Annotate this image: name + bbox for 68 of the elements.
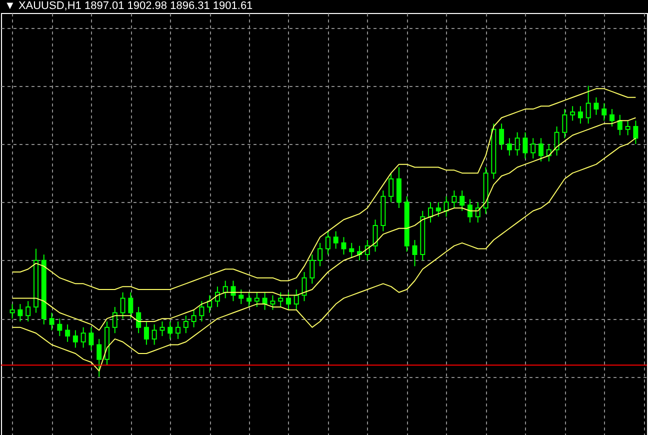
candlestick: [278, 292, 284, 308]
candlestick: [207, 294, 212, 314]
candlestick: [294, 288, 299, 310]
candlestick: [452, 190, 457, 208]
candlestick: [349, 242, 354, 258]
candlestick: [80, 326, 86, 348]
candlestick: [396, 166, 402, 208]
candlestick: [570, 106, 576, 122]
candlestick: [514, 132, 520, 156]
candlestick: [144, 320, 149, 346]
candlestick: [602, 102, 607, 122]
candlestick: [112, 306, 118, 334]
candlestick: [499, 123, 504, 150]
candlestick: [136, 306, 142, 334]
candlestick: [222, 280, 228, 299]
candlestick: [18, 304, 23, 322]
candlestick: [262, 292, 268, 310]
candlestick: [325, 230, 330, 256]
chart-title: ▼ XAUUSD,H1 1897.01 1902.98 1896.31 1901.61: [4, 0, 253, 12]
candlestick: [388, 172, 394, 203]
candlestick: [10, 304, 15, 320]
candlestick: [152, 324, 157, 346]
candlestick: [412, 240, 418, 267]
candlestick: [522, 132, 528, 160]
candlestick: [610, 108, 615, 128]
candlestick: [199, 300, 204, 322]
candlestick: [538, 138, 544, 162]
candlestick: [467, 198, 472, 224]
candlestick: [506, 138, 512, 156]
candlestick: [183, 315, 188, 334]
candlestick: [554, 126, 560, 156]
candlestick: [617, 114, 622, 136]
candlestick: [444, 196, 449, 218]
candlestick: [57, 318, 62, 337]
candlestick: [49, 312, 54, 331]
candlestick: [318, 242, 323, 267]
candlestick: [88, 326, 94, 352]
candlestick: [436, 202, 441, 218]
candlestick: [341, 236, 346, 256]
candlestick: [128, 292, 134, 320]
candlestick: [625, 120, 630, 136]
candlestick: [176, 320, 181, 340]
candlestick: [160, 320, 165, 337]
candlestick: [428, 202, 434, 224]
candlestick: [26, 300, 31, 322]
candlestick: [594, 96, 599, 116]
candlestick: [270, 294, 276, 310]
candlestick: [72, 330, 78, 348]
candlestick: [168, 320, 173, 340]
candlestick: [460, 190, 465, 212]
candlestick: [96, 338, 102, 378]
candlestick: [633, 120, 638, 144]
candlestick: [246, 292, 252, 308]
candlestick: [120, 292, 126, 320]
candlestick: [562, 108, 568, 139]
candlestick: [65, 324, 70, 342]
candlestick: [254, 292, 260, 308]
candlestick: [333, 230, 338, 250]
candlestick: [286, 292, 291, 310]
candlestick: [230, 280, 236, 302]
candlestick: [310, 254, 315, 284]
candlestick: [530, 138, 536, 160]
candlestick: [578, 106, 583, 124]
candlestick: [238, 288, 244, 305]
candlestick: [586, 85, 591, 124]
candlestick: [372, 219, 378, 252]
candlestick: [191, 309, 196, 328]
candlestick: [302, 272, 307, 302]
